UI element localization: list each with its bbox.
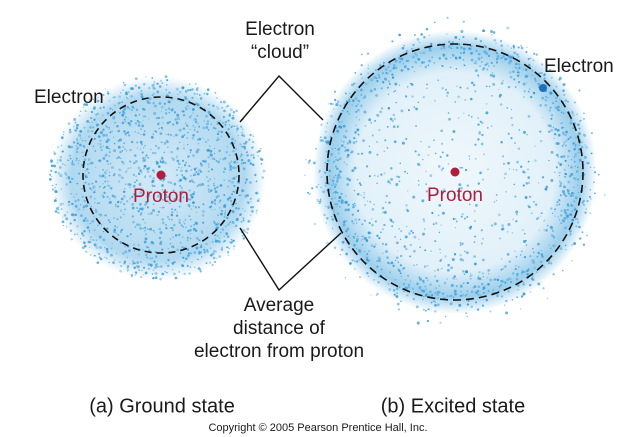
cloud-dot [586, 234, 588, 237]
cloud-dot [562, 270, 564, 272]
cloud-dot [375, 294, 378, 297]
cloud-dot [366, 52, 370, 55]
cloud-dot [426, 319, 430, 323]
cloud-dot [398, 33, 401, 37]
cloud-label: “cloud” [251, 42, 309, 63]
proton-label: Proton [427, 185, 483, 206]
cloud-dot [333, 90, 337, 93]
cloud-dot [444, 316, 447, 318]
cloud-dot [519, 308, 522, 310]
copyright: Copyright © 2005 Pearson Prentice Hall, … [208, 422, 427, 434]
cloud-dot [313, 222, 316, 226]
electron-dot [539, 84, 547, 92]
cloud-dot [328, 103, 330, 105]
distance-label: Average [244, 295, 314, 316]
cloud-dot [526, 46, 528, 48]
cloud-dot [396, 302, 400, 306]
cloud-dot [505, 311, 509, 315]
cloud-dot [333, 90, 337, 93]
cloud-dot [414, 34, 416, 36]
cloud-dot [578, 89, 581, 92]
cloud-dot [397, 308, 400, 311]
pointer-line [239, 227, 342, 292]
cloud-dot [307, 191, 309, 194]
cloud-dot [305, 158, 307, 161]
cloud-dot [344, 276, 347, 279]
cloud-dot [446, 16, 449, 19]
cloud-dot [571, 260, 573, 262]
cloud-dot [370, 294, 372, 296]
cloud-dot [489, 29, 493, 33]
cloud-dot [582, 243, 586, 246]
proton-dot [156, 170, 166, 180]
cloud-label: Electron [245, 19, 315, 40]
cloud-dot [326, 241, 329, 245]
cloud-dot [482, 29, 485, 33]
proton-dot [450, 167, 460, 177]
electron-label: Electron [544, 56, 614, 77]
excited-orbit [326, 43, 584, 301]
cloud-dot [466, 315, 468, 318]
cloud-dot [304, 174, 306, 176]
proton-label: Proton [133, 186, 189, 207]
cloud-dot [425, 27, 429, 31]
cloud-dot [597, 173, 600, 176]
cloud-dot [425, 27, 429, 31]
cloud-dot [489, 310, 492, 313]
cloud-dot [506, 26, 510, 30]
cloud-dot [434, 21, 436, 24]
cloud-dot [546, 297, 549, 300]
caption: (a) Ground state [89, 395, 235, 417]
cloud-dot [307, 161, 311, 164]
electron-label: Electron [34, 87, 104, 108]
cloud-dot [391, 40, 394, 43]
caption: (b) Excited state [381, 395, 526, 417]
cloud-dot [376, 292, 379, 296]
cloud-dot [462, 20, 465, 24]
ground-orbit [82, 96, 240, 254]
cloud-dot [439, 321, 442, 324]
cloud-dot [603, 194, 606, 196]
cloud-dot [416, 321, 420, 325]
distance-label: electron from proton [194, 341, 364, 362]
pointer-line [239, 74, 324, 123]
cloud-dot [535, 53, 538, 56]
distance-label: distance of [233, 318, 326, 339]
cloud-dot [361, 53, 363, 56]
cloud-dot [542, 287, 545, 290]
cloud-dot [492, 31, 496, 34]
cloud-dot [309, 193, 311, 195]
cloud-dot [311, 187, 314, 190]
cloud-dot [308, 159, 311, 162]
